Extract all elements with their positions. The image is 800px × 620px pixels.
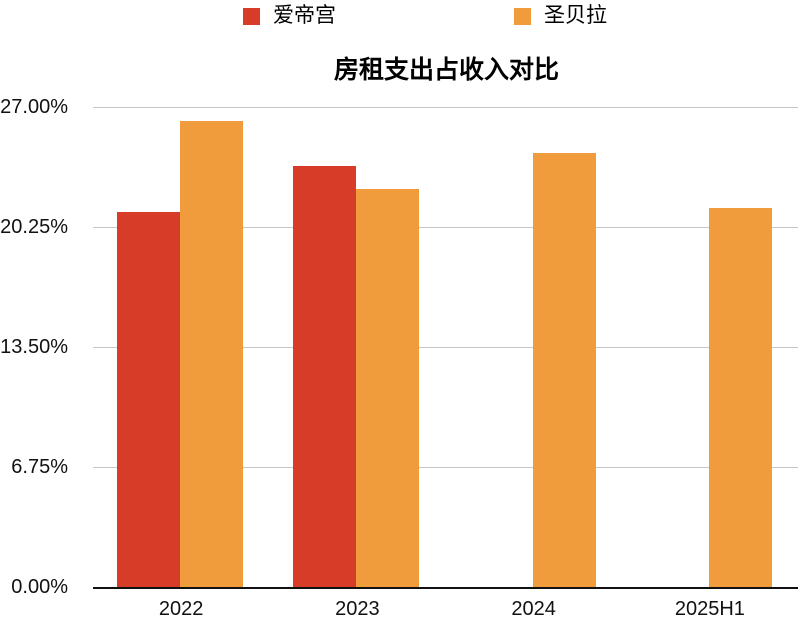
gridline-13.5 (93, 346, 798, 348)
bar-aidigong-2022 (117, 211, 181, 587)
y-tick-label-6.75: 6.75% (11, 456, 68, 478)
bar-shengbeila-2024 (532, 153, 596, 587)
legend-item-shengbeila: 圣贝拉 (514, 5, 607, 27)
x-tick-label-2024: 2024 (511, 598, 556, 620)
x-tick-label-2022: 2022 (158, 598, 204, 620)
bar-aidigong-2023 (293, 165, 357, 587)
legend-swatch-shengbeila (514, 7, 531, 25)
legend-label-shengbeila: 圣贝拉 (544, 4, 607, 27)
y-tick-label-27: 27.00% (0, 96, 68, 118)
y-tick-label-20.25: 20.25% (0, 216, 68, 238)
gridline-20.25 (93, 226, 798, 228)
x-tick-label-2025H1: 2025H1 (674, 598, 745, 620)
bar-shengbeila-2023 (356, 188, 420, 587)
legend-item-aidigong: 爱帝宫 (243, 5, 336, 27)
chart-title: 房租支出占收入对比 (333, 56, 559, 84)
x-tick-label-2023: 2023 (335, 598, 380, 620)
gridline-6.75 (93, 466, 798, 468)
y-tick-label-13.5: 13.50% (0, 336, 68, 358)
plot-area (93, 106, 798, 589)
legend-swatch-aidigong (243, 7, 260, 25)
y-tick-label-0: 0.00% (11, 576, 68, 598)
bar-shengbeila-2025H1 (708, 208, 772, 587)
bar-shengbeila-2022 (180, 121, 244, 587)
legend-label-aidigong: 爱帝宫 (273, 4, 336, 27)
gridline-27 (93, 106, 798, 108)
